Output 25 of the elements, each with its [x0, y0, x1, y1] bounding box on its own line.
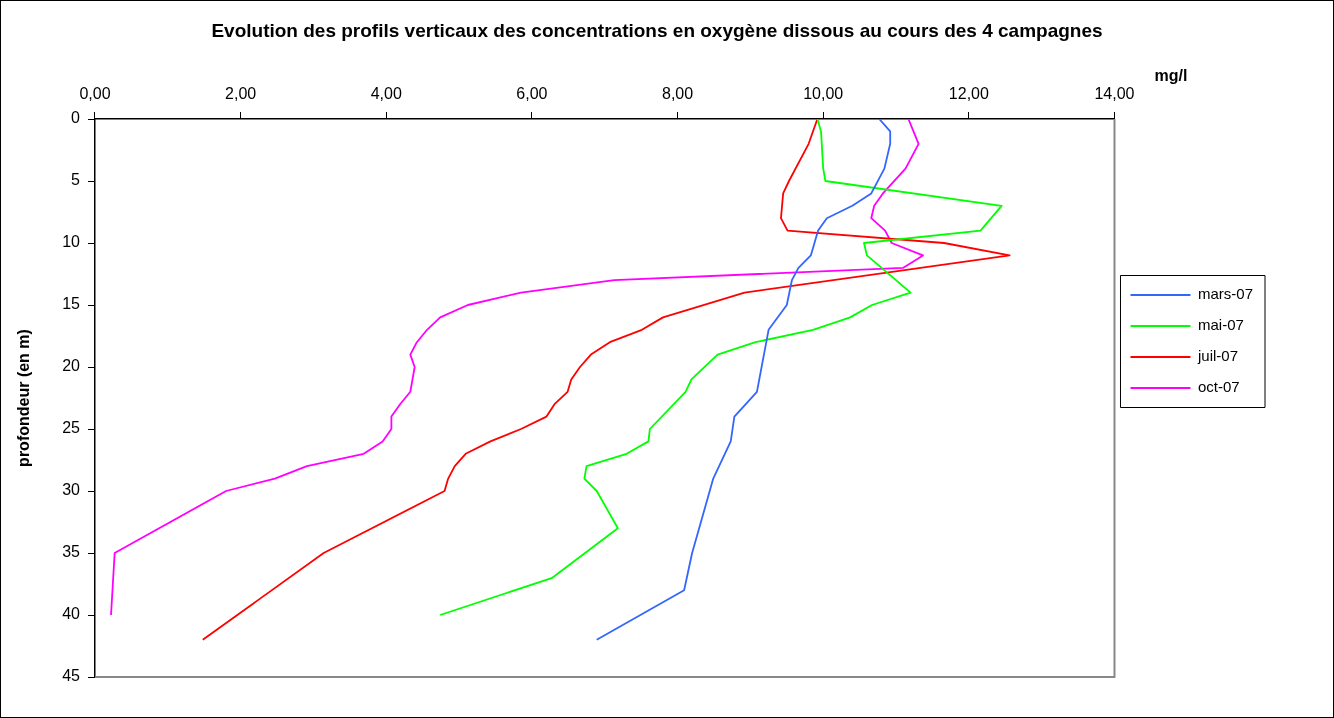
x-tick-label: 0,00	[79, 84, 111, 102]
y-tick-label: 25	[62, 419, 81, 437]
y-tick-label: 0	[71, 109, 81, 127]
x-tick-label: 12,00	[948, 84, 989, 102]
y-tick-label: 20	[62, 357, 81, 375]
y-axis-title: profondeur (en m)	[15, 329, 33, 467]
x-tick-label: 2,00	[225, 84, 257, 102]
x-tick-label: 14,00	[1094, 84, 1135, 102]
y-tick-label: 15	[62, 295, 81, 313]
y-tick-label: 35	[62, 543, 81, 561]
x-tick-label: 10,00	[803, 84, 844, 102]
legend-label: juil-07	[1196, 347, 1239, 365]
legend-label: mars-07	[1197, 285, 1253, 303]
legend-label: mai-07	[1197, 316, 1244, 334]
y-tick-label: 45	[62, 667, 81, 685]
x-axis-title: mg/l	[1154, 67, 1188, 85]
y-tick-label: 5	[71, 171, 81, 189]
x-tick-label: 8,00	[661, 84, 694, 102]
chart-title: Evolution des profils verticaux des concentrations en oxygène dissous au cours des 4 campagnes	[211, 19, 1103, 41]
legend-label: oct-07	[1197, 378, 1240, 396]
y-tick-label: 40	[62, 605, 81, 623]
y-tick-label: 10	[62, 233, 81, 251]
y-tick-label: 30	[62, 481, 81, 499]
x-tick-label: 6,00	[516, 84, 548, 102]
x-tick-label: 4,00	[370, 84, 402, 102]
